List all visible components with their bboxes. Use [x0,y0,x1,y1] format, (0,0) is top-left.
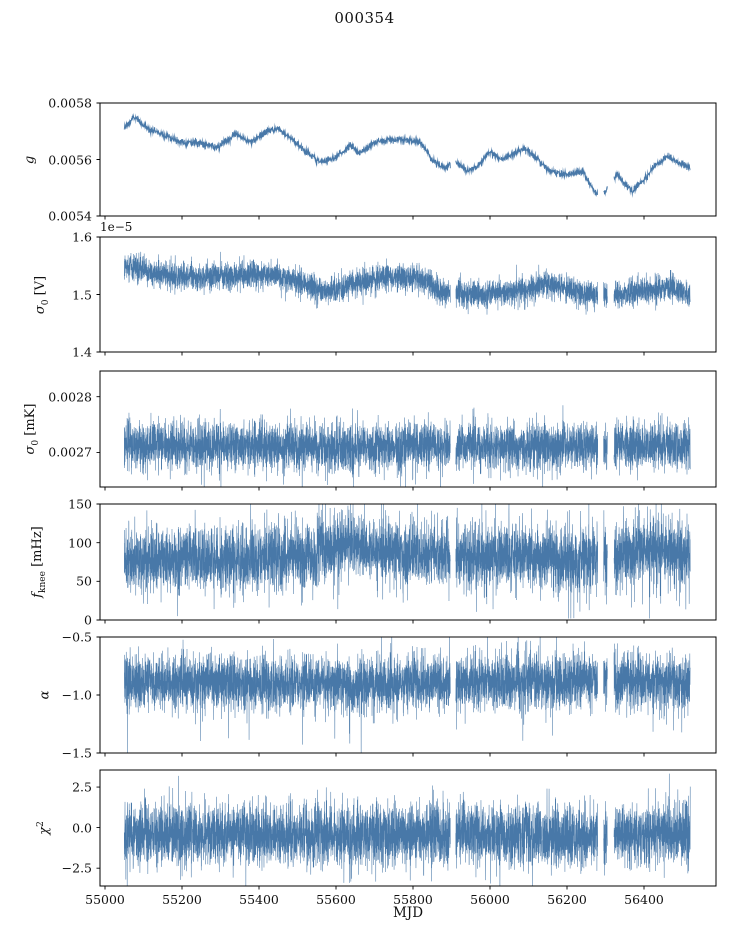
y-tick-label: 50 [76,573,92,589]
x-axis-label: MJD [392,905,424,921]
y-axis-label: σ0 [mK] [23,403,41,455]
y-tick-label: 100 [68,535,92,551]
y-axis-label: g [22,155,38,164]
y-tick-label: 0.0 [72,820,92,836]
x-tick-label: 55200 [162,892,202,907]
x-tick-label: 55000 [85,892,125,907]
x-tick-label: 55800 [393,892,433,907]
y-tick-label: 0.0058 [48,95,92,111]
y-axis-label: fknee [mHz] [30,526,48,598]
y-tick-label: 2.5 [72,779,92,795]
y-axis-label: σ0 [V] [33,275,51,314]
y-tick-label: −0.5 [61,629,92,645]
y-tick-label: 0.0028 [48,389,92,405]
y-tick-label: 1.5 [72,287,92,302]
y-tick-label: 0 [84,612,92,628]
y-tick-label: −1.0 [61,687,92,703]
y-tick-label: 0.0056 [48,152,92,167]
y-axis-label: α [37,690,53,700]
x-tick-label: 56000 [470,892,510,907]
y-tick-label: 0.0027 [48,444,92,460]
y-tick-label: −2.5 [61,860,92,876]
x-tick-label: 55400 [239,892,279,907]
y-tick-label: 150 [68,496,92,512]
x-tick-label: 56400 [624,892,664,907]
y-tick-label: −1.5 [61,745,92,761]
x-tick-label: 56200 [547,892,587,907]
y-axis-label: χ2 [35,821,53,835]
y-tick-label: 0.0054 [48,208,92,224]
x-tick-label: 55600 [316,892,356,907]
y-tick-label: 1.4 [72,344,92,360]
offset-text: 1e−5 [100,220,133,234]
y-tick-label: 1.6 [72,229,92,245]
